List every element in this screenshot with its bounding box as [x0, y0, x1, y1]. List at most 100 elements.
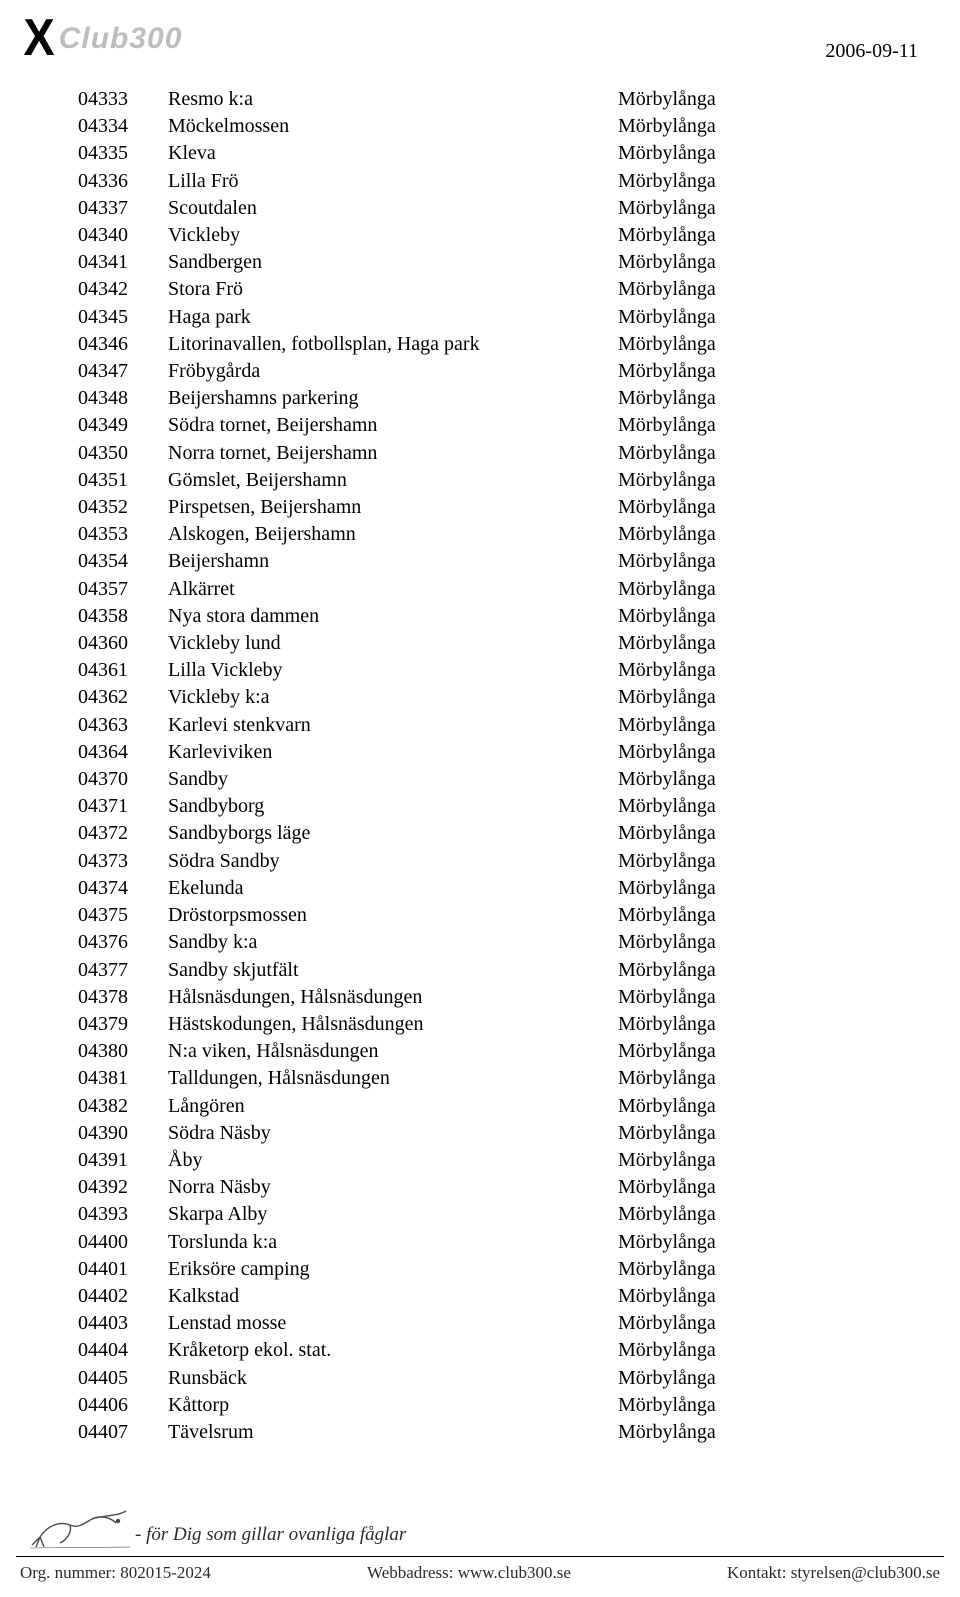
row-id: 04402 [78, 1283, 168, 1310]
row-name: Scoutdalen [168, 195, 618, 222]
row-municipality: Mörbylånga [618, 168, 898, 195]
table-row: 04337ScoutdalenMörbylånga [78, 195, 898, 222]
row-id: 04342 [78, 276, 168, 303]
row-name: Karlevi stenkvarn [168, 712, 618, 739]
row-municipality: Mörbylånga [618, 276, 898, 303]
row-name: Vickleby [168, 222, 618, 249]
row-municipality: Mörbylånga [618, 358, 898, 385]
row-municipality: Mörbylånga [618, 576, 898, 603]
contact-value: styrelsen@club300.se [791, 1563, 940, 1582]
row-municipality: Mörbylånga [618, 684, 898, 711]
table-row: 04358Nya stora dammenMörbylånga [78, 603, 898, 630]
tagline-wrap: - för Dig som gillar ovanliga fåglar [0, 1498, 960, 1556]
row-id: 04379 [78, 1011, 168, 1038]
table-row: 04335KlevaMörbylånga [78, 140, 898, 167]
row-id: 04390 [78, 1120, 168, 1147]
logo-x-icon: X [24, 18, 52, 60]
row-id: 04353 [78, 521, 168, 548]
row-name: Resmo k:a [168, 86, 618, 113]
row-name: Södra tornet, Beijershamn [168, 412, 618, 439]
table-row: 04378Hålsnäsdungen, HålsnäsdungenMörbylå… [78, 984, 898, 1011]
row-municipality: Mörbylånga [618, 657, 898, 684]
table-row: 04354BeijershamnMörbylånga [78, 548, 898, 575]
row-id: 04354 [78, 548, 168, 575]
row-id: 04337 [78, 195, 168, 222]
row-id: 04374 [78, 875, 168, 902]
row-id: 04360 [78, 630, 168, 657]
table-row: 04391ÅbyMörbylånga [78, 1147, 898, 1174]
table-row: 04353Alskogen, BeijershamnMörbylånga [78, 521, 898, 548]
row-name: Lilla Frö [168, 168, 618, 195]
table-row: 04346Litorinavallen, fotbollsplan, Haga … [78, 331, 898, 358]
row-municipality: Mörbylånga [618, 222, 898, 249]
row-id: 04391 [78, 1147, 168, 1174]
row-municipality: Mörbylånga [618, 957, 898, 984]
row-municipality: Mörbylånga [618, 385, 898, 412]
row-municipality: Mörbylånga [618, 1283, 898, 1310]
row-name: Alskogen, Beijershamn [168, 521, 618, 548]
row-id: 04336 [78, 168, 168, 195]
row-id: 04341 [78, 249, 168, 276]
table-row: 04357AlkärretMörbylånga [78, 576, 898, 603]
row-name: Sandbyborg [168, 793, 618, 820]
row-id: 04406 [78, 1392, 168, 1419]
row-id: 04380 [78, 1038, 168, 1065]
table-row: 04372Sandbyborgs lägeMörbylånga [78, 820, 898, 847]
row-id: 04370 [78, 766, 168, 793]
row-name: Fröbygårda [168, 358, 618, 385]
row-municipality: Mörbylånga [618, 521, 898, 548]
table-row: 04345Haga parkMörbylånga [78, 304, 898, 331]
table-row: 04404Kråketorp ekol. stat.Mörbylånga [78, 1337, 898, 1364]
row-municipality: Mörbylånga [618, 929, 898, 956]
row-id: 04378 [78, 984, 168, 1011]
row-name: Lilla Vickleby [168, 657, 618, 684]
row-name: Alkärret [168, 576, 618, 603]
table-row: 04360Vickleby lundMörbylånga [78, 630, 898, 657]
table-row: 04401Eriksöre campingMörbylånga [78, 1256, 898, 1283]
row-id: 04334 [78, 113, 168, 140]
row-id: 04351 [78, 467, 168, 494]
table-row: 04400Torslunda k:aMörbylånga [78, 1229, 898, 1256]
row-name: Vickleby lund [168, 630, 618, 657]
row-municipality: Mörbylånga [618, 1365, 898, 1392]
table-row: 04406KåttorpMörbylånga [78, 1392, 898, 1419]
row-id: 04363 [78, 712, 168, 739]
table-row: 04361Lilla VicklebyMörbylånga [78, 657, 898, 684]
row-municipality: Mörbylånga [618, 820, 898, 847]
row-municipality: Mörbylånga [618, 412, 898, 439]
row-municipality: Mörbylånga [618, 1256, 898, 1283]
row-id: 04347 [78, 358, 168, 385]
row-name: Kråketorp ekol. stat. [168, 1337, 618, 1364]
logo-text: Club300 [59, 22, 183, 56]
table-row: 04379Hästskodungen, HålsnäsdungenMörbylå… [78, 1011, 898, 1038]
row-municipality: Mörbylånga [618, 1392, 898, 1419]
row-municipality: Mörbylånga [618, 440, 898, 467]
row-name: Åby [168, 1147, 618, 1174]
table-row: 04349Södra tornet, BeijershamnMörbylånga [78, 412, 898, 439]
row-municipality: Mörbylånga [618, 331, 898, 358]
row-municipality: Mörbylånga [618, 603, 898, 630]
table-row: 04363Karlevi stenkvarnMörbylånga [78, 712, 898, 739]
bird-icon [30, 1495, 130, 1554]
row-name: Sandbergen [168, 249, 618, 276]
row-name: Eriksöre camping [168, 1256, 618, 1283]
row-id: 04403 [78, 1310, 168, 1337]
row-name: Kalkstad [168, 1283, 618, 1310]
footer-rule [16, 1556, 944, 1557]
row-municipality: Mörbylånga [618, 467, 898, 494]
row-id: 04362 [78, 684, 168, 711]
row-id: 04404 [78, 1337, 168, 1364]
table-row: 04340VicklebyMörbylånga [78, 222, 898, 249]
row-name: Beijershamn [168, 548, 618, 575]
table-row: 04381Talldungen, HålsnäsdungenMörbylånga [78, 1065, 898, 1092]
row-id: 04372 [78, 820, 168, 847]
table-row: 04352Pirspetsen, BeijershamnMörbylånga [78, 494, 898, 521]
row-id: 04405 [78, 1365, 168, 1392]
contact: Kontakt: styrelsen@club300.se [727, 1563, 940, 1583]
table-row: 04375DröstorpsmossenMörbylånga [78, 902, 898, 929]
row-name: Norra tornet, Beijershamn [168, 440, 618, 467]
row-name: N:a viken, Hålsnäsdungen [168, 1038, 618, 1065]
table-row: 04371SandbyborgMörbylånga [78, 793, 898, 820]
row-id: 04400 [78, 1229, 168, 1256]
row-name: Ekelunda [168, 875, 618, 902]
